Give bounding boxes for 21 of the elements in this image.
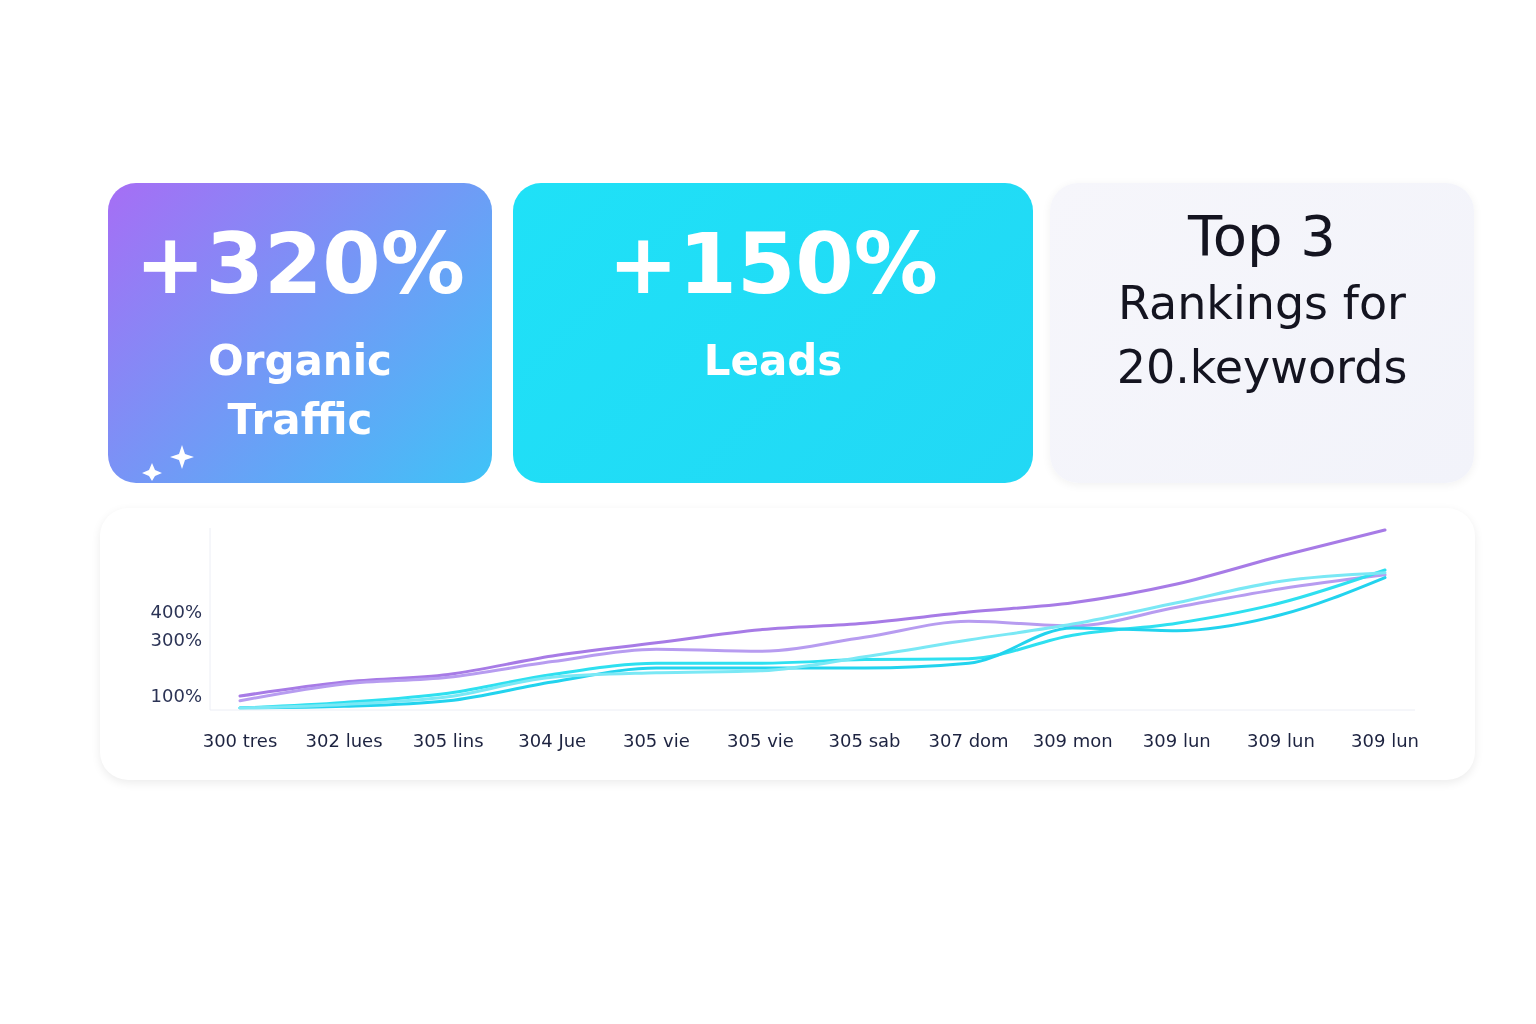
y-tick-label: 300% bbox=[150, 629, 202, 651]
text: +150% bbox=[607, 215, 939, 313]
text: Rankings for 20.keywords bbox=[1115, 274, 1409, 396]
y-tick-label: 400% bbox=[150, 601, 202, 623]
text: Top 3 bbox=[1186, 203, 1337, 268]
x-tick-label: 309 lun bbox=[1142, 729, 1211, 751]
x-tick-label: 305 sab bbox=[828, 729, 901, 751]
text: Organic Traffic bbox=[207, 335, 393, 447]
x-tick-label: 305 lins bbox=[412, 729, 484, 751]
x-tick-label: 300 tres bbox=[202, 729, 278, 751]
text: +320% bbox=[134, 215, 466, 313]
y-tick-label: 100% bbox=[150, 685, 202, 707]
x-tick-label: 304 Jue bbox=[518, 729, 587, 751]
x-tick-label: 309 lun bbox=[1246, 729, 1315, 751]
x-tick-label: 309 lun bbox=[1351, 729, 1419, 751]
text: Leads bbox=[702, 335, 844, 388]
x-tick-label: 309 mon bbox=[1032, 729, 1113, 751]
x-tick-label: 305 vie bbox=[727, 729, 794, 751]
x-tick-label: 307 dom bbox=[928, 729, 1009, 751]
x-tick-label: 305 vie bbox=[622, 729, 690, 751]
x-tick-label: 302 lues bbox=[305, 729, 383, 751]
